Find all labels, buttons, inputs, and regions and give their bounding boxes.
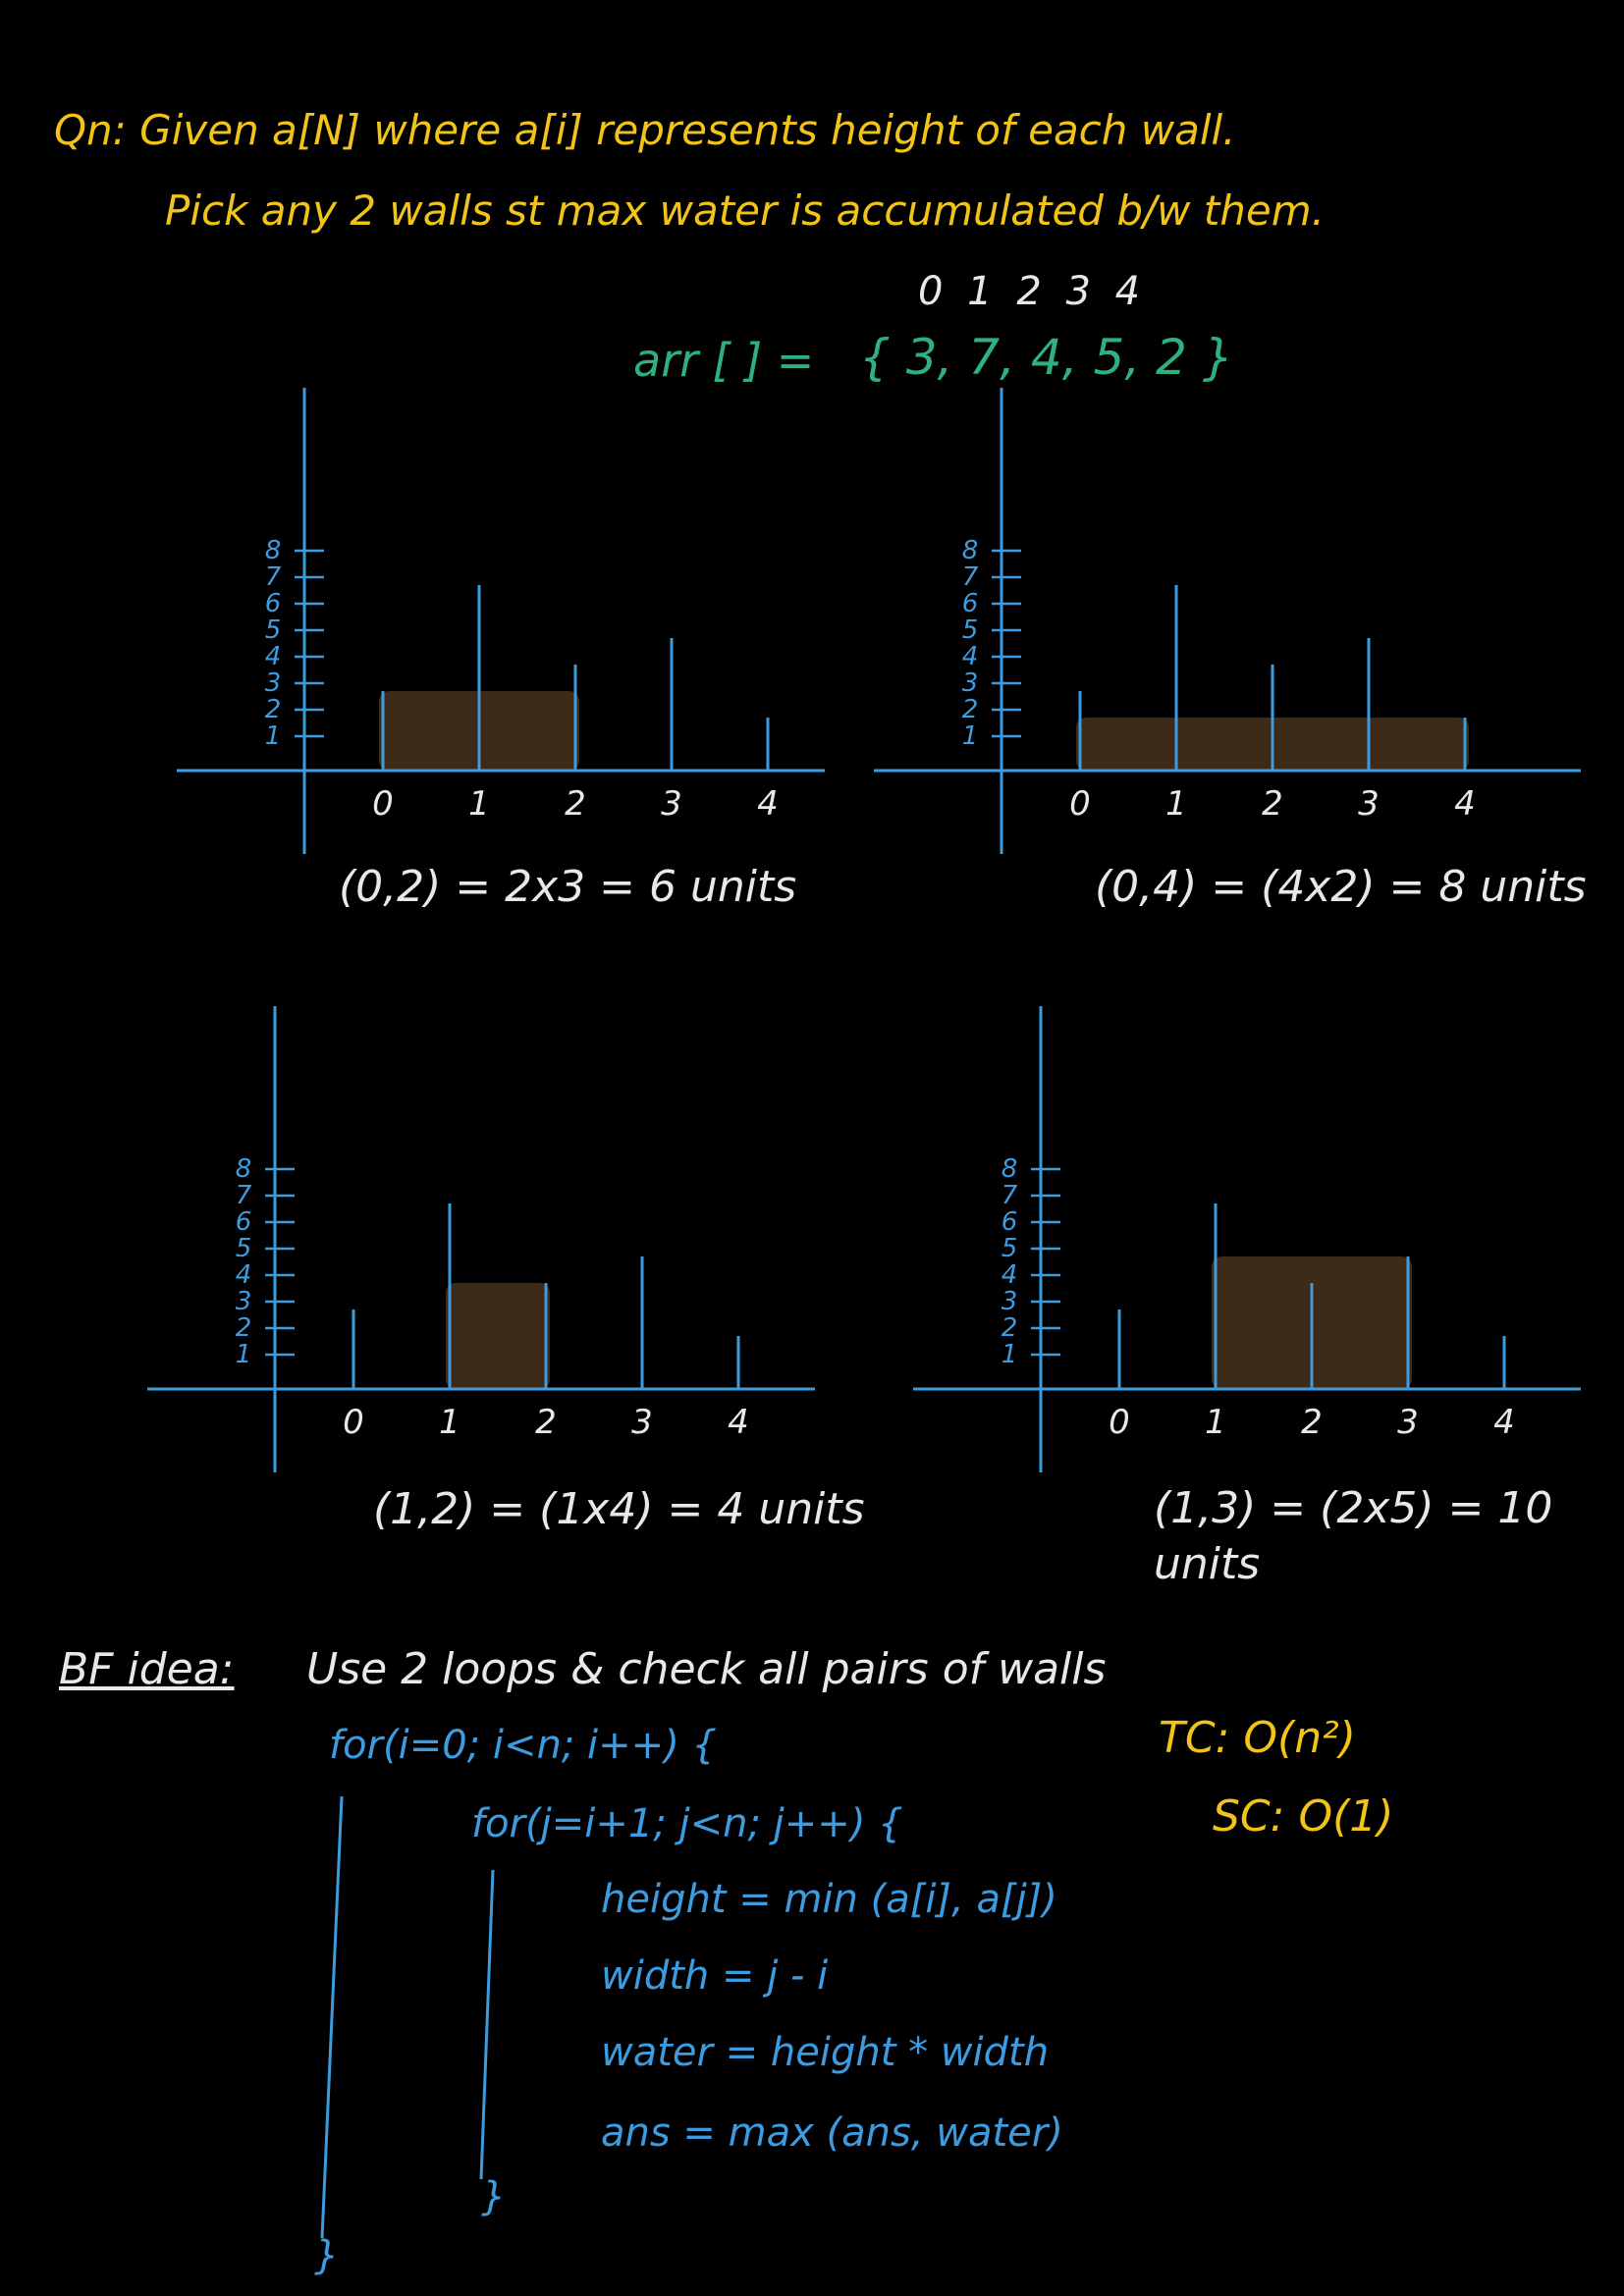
array-indices: 0 1 2 3 4 [918,269,1147,314]
space-complexity: SC: O(1) [1213,1791,1394,1842]
y-tick-label: 1 [962,721,979,751]
y-tick-label: 7 [236,1181,252,1210]
bf-title: BF idea: [59,1644,235,1694]
x-tick-label: 4 [728,1403,749,1442]
x-tick-label: 1 [1165,784,1187,824]
y-tick-label: 1 [265,721,282,751]
x-tick-label: 2 [565,784,586,824]
x-tick-label: 1 [1205,1403,1226,1442]
y-tick-label: 7 [265,562,282,592]
y-tick-label: 4 [265,642,282,671]
y-tick-label: 1 [236,1340,252,1369]
x-tick-label: 4 [1454,784,1476,824]
y-tick-label: 7 [962,562,979,592]
height-line: height = min (a[i], a[j]) [601,1877,1057,1922]
ans-line: ans = max (ans, water) [601,2110,1063,2156]
y-tick-label: 8 [1001,1154,1018,1184]
x-tick-label: 2 [1301,1403,1323,1442]
x-tick-label: 3 [1397,1403,1419,1442]
y-tick-label: 7 [1001,1181,1018,1210]
width-line: width = j - i [601,1953,829,1999]
y-tick-label: 2 [265,695,282,724]
inner-loop-close: } [481,2174,507,2219]
x-tick-label: 3 [661,784,682,824]
x-tick-label: 1 [439,1403,460,1442]
array-label: arr [ ] = [633,334,815,387]
x-tick-label: 2 [535,1403,557,1442]
y-tick-label: 6 [265,589,282,618]
water-line: water = height * width [601,2030,1050,2075]
caption-pair-0-4: (0,4) = (4x2) = 8 units [1095,862,1587,912]
y-tick-label: 5 [236,1234,252,1263]
y-tick-label: 8 [265,536,282,565]
x-tick-label: 0 [372,784,394,824]
inner-loop-code: for(j=i+1; j<n; j++) { [471,1801,903,1846]
y-tick-label: 8 [236,1154,252,1184]
x-tick-label: 4 [1493,1403,1515,1442]
x-tick-label: 3 [631,1403,653,1442]
caption-pair-1-2: (1,2) = (1x4) = 4 units [373,1484,865,1534]
x-tick-label: 0 [343,1403,364,1442]
y-tick-label: 1 [1001,1340,1018,1369]
y-tick-label: 4 [1001,1260,1018,1290]
array-values: { 3, 7, 4, 5, 2 } [859,329,1234,386]
y-tick-label: 5 [1001,1234,1018,1263]
outer-loop-close: } [314,2233,340,2278]
outer-loop-code: for(i=0; i<n; i++) { [329,1723,717,1768]
x-tick-label: 1 [468,784,490,824]
y-tick-label: 6 [962,589,979,618]
y-tick-label: 2 [962,695,979,724]
caption-pair-1-3: (1,3) = (2x5) = 10 units [1154,1483,1553,1590]
question-line-1: Qn: Given a[N] where a[i] represents hei… [54,106,1236,154]
y-tick-label: 3 [265,668,282,698]
y-tick-label: 6 [236,1207,252,1237]
y-tick-label: 8 [962,536,979,565]
y-tick-label: 3 [236,1287,252,1316]
question-line-2: Pick any 2 walls st max water is accumul… [165,187,1326,235]
y-tick-label: 4 [236,1260,252,1290]
x-tick-label: 2 [1262,784,1283,824]
x-tick-label: 0 [1109,1403,1130,1442]
y-tick-label: 5 [962,615,979,645]
y-tick-label: 3 [962,668,979,698]
x-tick-label: 4 [757,784,779,824]
caption-pair-0-2: (0,2) = 2x3 = 6 units [339,862,797,912]
time-complexity: TC: O(n²) [1159,1713,1356,1763]
x-tick-label: 3 [1358,784,1380,824]
x-tick-label: 0 [1069,784,1091,824]
y-tick-label: 4 [962,642,979,671]
y-tick-label: 6 [1001,1207,1018,1237]
y-tick-label: 3 [1001,1287,1018,1316]
y-tick-label: 5 [265,615,282,645]
y-tick-label: 2 [236,1313,252,1343]
y-tick-label: 2 [1001,1313,1018,1343]
water-region [446,1283,550,1389]
bf-description: Use 2 loops & check all pairs of walls [306,1644,1107,1694]
